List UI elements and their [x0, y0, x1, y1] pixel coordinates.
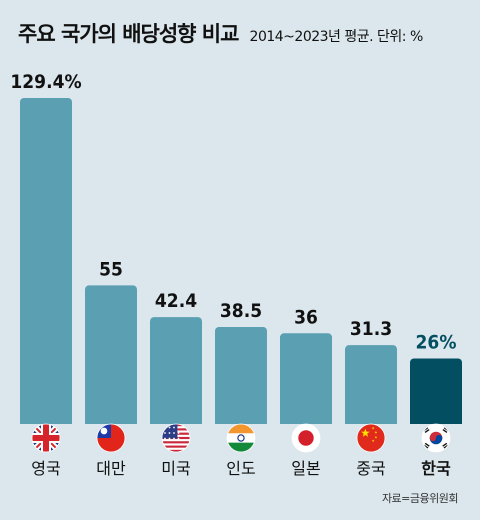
bar-base-일본 [280, 418, 332, 424]
value-label: 36 [294, 306, 318, 328]
bar-인도 [215, 327, 267, 424]
category-label: 미국 [161, 459, 190, 478]
uk-flag-icon [31, 423, 61, 453]
category-label: 인도 [226, 459, 255, 478]
bar-base-중국 [345, 418, 397, 424]
category-label: 한국 [421, 459, 451, 478]
bar-미국 [150, 317, 202, 424]
value-label: 38.5 [220, 300, 262, 322]
value-label: 129.4% [10, 71, 81, 93]
bar-영국 [20, 98, 72, 424]
bar-대만 [85, 285, 137, 424]
bar-base-인도 [215, 418, 267, 424]
chart-subtitle: 2014~2023년 평균. 단위: % [249, 29, 424, 45]
value-label: 31.3 [350, 318, 392, 340]
us-flag-icon [161, 423, 191, 453]
chart-title-row: 주요 국가의 배당성향 비교 2014~2023년 평균. 단위: % [18, 18, 423, 48]
bar-base-미국 [150, 418, 202, 424]
korea-flag-icon [421, 423, 451, 453]
japan-flag-icon [291, 423, 321, 453]
bar-base-영국 [20, 418, 72, 424]
source-note: 자료=금융위원회 [381, 492, 459, 505]
category-label: 영국 [31, 459, 60, 478]
bar-base-한국 [410, 418, 462, 424]
value-label: 26% [416, 331, 457, 353]
china-flag-icon [356, 423, 386, 453]
india-flag-icon [226, 423, 256, 453]
bar-base-대만 [85, 418, 137, 424]
value-label: 55 [99, 258, 123, 280]
value-label: 42.4 [155, 290, 197, 312]
bar-중국 [345, 345, 397, 424]
category-label: 중국 [356, 459, 385, 478]
chart-title: 주요 국가의 배당성향 비교 [18, 22, 239, 46]
category-label: 대만 [96, 459, 126, 478]
category-label: 일본 [291, 459, 320, 478]
bar-일본 [280, 333, 332, 424]
taiwan-flag-icon [96, 423, 126, 453]
bar-한국 [410, 358, 462, 424]
